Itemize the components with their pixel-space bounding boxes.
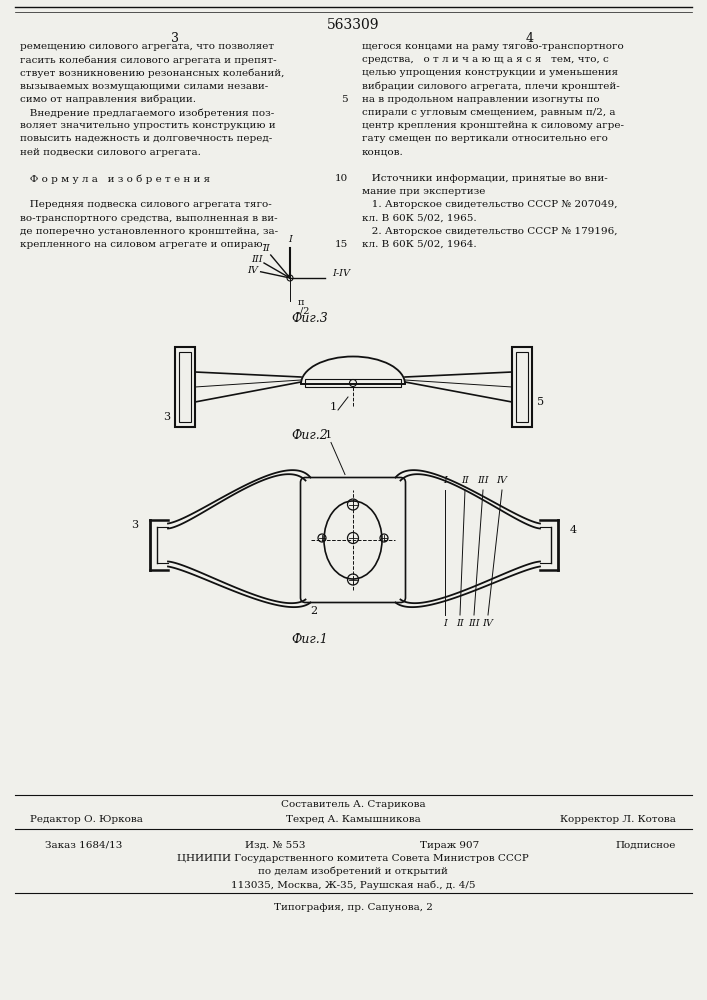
Text: IV: IV [247, 266, 258, 275]
Text: 10: 10 [334, 174, 348, 183]
Text: 1. Авторское свидетельство СССР № 207049,: 1. Авторское свидетельство СССР № 207049… [362, 200, 617, 209]
Text: II: II [262, 244, 269, 253]
Text: Тираж 907: Тираж 907 [420, 841, 479, 850]
Text: Изд. № 553: Изд. № 553 [245, 841, 305, 850]
Text: воляет значительно упростить конструкцию и: воляет значительно упростить конструкцию… [20, 121, 276, 130]
Text: гату смещен по вертикали относительно его: гату смещен по вертикали относительно ег… [362, 134, 608, 143]
Text: Составитель А. Старикова: Составитель А. Старикова [281, 800, 426, 809]
Text: Техред А. Камышникова: Техред А. Камышникова [286, 815, 421, 824]
Text: во-транспортного средства, выполненная в ви-: во-транспортного средства, выполненная в… [20, 214, 278, 223]
Bar [175, 347, 195, 427]
Text: целью упрощения конструкции и уменьшения: целью упрощения конструкции и уменьшения [362, 68, 618, 77]
Text: Ф о р м у л а   и з о б р е т е н и я: Ф о р м у л а и з о б р е т е н и я [20, 174, 210, 184]
Text: п: п [298, 298, 305, 307]
Text: по делам изобретений и открытий: по делам изобретений и открытий [258, 867, 448, 876]
Text: 5: 5 [537, 397, 544, 407]
Text: I: I [443, 476, 447, 485]
Text: вибрации силового агрегата, плечи кронштей-: вибрации силового агрегата, плечи кроншт… [362, 82, 620, 91]
Text: 113035, Москва, Ж-35, Раушская наб., д. 4/5: 113035, Москва, Ж-35, Раушская наб., д. … [230, 880, 475, 890]
Text: 1: 1 [325, 430, 332, 440]
Text: 563309: 563309 [327, 18, 379, 32]
Text: 3: 3 [171, 32, 179, 45]
Text: 4: 4 [570, 525, 577, 535]
Text: на в продольном направлении изогнуты по: на в продольном направлении изогнуты по [362, 95, 600, 104]
Text: I-IV: I-IV [332, 268, 350, 277]
Text: III: III [468, 619, 480, 628]
Text: Фиг.3: Фиг.3 [291, 312, 328, 325]
Text: Фиг.1: Фиг.1 [291, 633, 328, 646]
Text: вызываемых возмущающими силами незави-: вызываемых возмущающими силами незави- [20, 82, 268, 91]
Text: II: II [461, 476, 469, 485]
Text: Редактор О. Юркова: Редактор О. Юркова [30, 815, 143, 824]
Bar [179, 352, 191, 422]
Text: 5: 5 [341, 95, 348, 104]
Text: мание при экспертизе: мание при экспертизе [362, 187, 486, 196]
Text: симо от направления вибрации.: симо от направления вибрации. [20, 95, 196, 104]
Text: I: I [288, 235, 292, 244]
Text: ствует возникновению резонансных колебаний,: ствует возникновению резонансных колебан… [20, 68, 284, 78]
Text: кл. В 60К 5/02, 1965.: кл. В 60К 5/02, 1965. [362, 214, 477, 223]
Text: I: I [443, 619, 447, 628]
Text: де поперечно установленного кронштейна, за-: де поперечно установленного кронштейна, … [20, 227, 278, 236]
Text: Заказ 1684/13: Заказ 1684/13 [45, 841, 122, 850]
Text: /2: /2 [300, 306, 310, 315]
Text: 4: 4 [526, 32, 534, 45]
Text: Источники информации, принятые во вни-: Источники информации, принятые во вни- [362, 174, 608, 183]
Text: средства,   о т л и ч а ю щ а я с я   тем, что, с: средства, о т л и ч а ю щ а я с я тем, ч… [362, 55, 609, 64]
Bar [512, 347, 532, 427]
Text: II: II [456, 619, 464, 628]
Text: центр крепления кронштейна к силовому агре-: центр крепления кронштейна к силовому аг… [362, 121, 624, 130]
Text: спирали с угловым смещением, равным π/2, а: спирали с угловым смещением, равным π/2,… [362, 108, 616, 117]
Text: ремещению силового агрегата, что позволяет: ремещению силового агрегата, что позволя… [20, 42, 274, 51]
Text: кл. В 60К 5/02, 1964.: кл. В 60К 5/02, 1964. [362, 240, 477, 249]
Bar [516, 352, 528, 422]
Text: 3: 3 [131, 520, 138, 530]
Text: IV: IV [483, 619, 493, 628]
Text: гасить колебания силового агрегата и препят-: гасить колебания силового агрегата и пре… [20, 55, 276, 65]
Text: Передняя подвеска силового агрегата тяго-: Передняя подвеска силового агрегата тяго… [20, 200, 271, 209]
Text: III: III [477, 476, 489, 485]
Text: ЦНИИПИ Государственного комитета Совета Министров СССР: ЦНИИПИ Государственного комитета Совета … [177, 854, 529, 863]
Text: 3: 3 [163, 412, 170, 422]
Text: Типография, пр. Сапунова, 2: Типография, пр. Сапунова, 2 [274, 903, 433, 912]
Bar [305, 379, 401, 387]
Text: щегося концами на раму тягово-транспортного: щегося концами на раму тягово-транспортн… [362, 42, 624, 51]
Text: 2: 2 [310, 605, 317, 615]
Text: 2. Авторское свидетельство СССР № 179196,: 2. Авторское свидетельство СССР № 179196… [362, 227, 617, 236]
Text: Корректор Л. Котова: Корректор Л. Котова [560, 815, 676, 824]
Text: повысить надежность и долговечность перед-: повысить надежность и долговечность пере… [20, 134, 272, 143]
Text: 1: 1 [329, 402, 337, 412]
Text: Фиг.2: Фиг.2 [291, 429, 328, 442]
Text: 15: 15 [334, 240, 348, 249]
Text: III: III [251, 254, 263, 263]
Text: концов.: концов. [362, 148, 404, 157]
Text: IV: IV [496, 476, 508, 485]
Text: Внедрение предлагаемого изобретения поз-: Внедрение предлагаемого изобретения поз- [20, 108, 274, 117]
Text: Подписное: Подписное [616, 841, 676, 850]
Text: крепленного на силовом агрегате и опираю-: крепленного на силовом агрегате и опираю… [20, 240, 266, 249]
Text: ней подвески силового агрегата.: ней подвески силового агрегата. [20, 148, 201, 157]
